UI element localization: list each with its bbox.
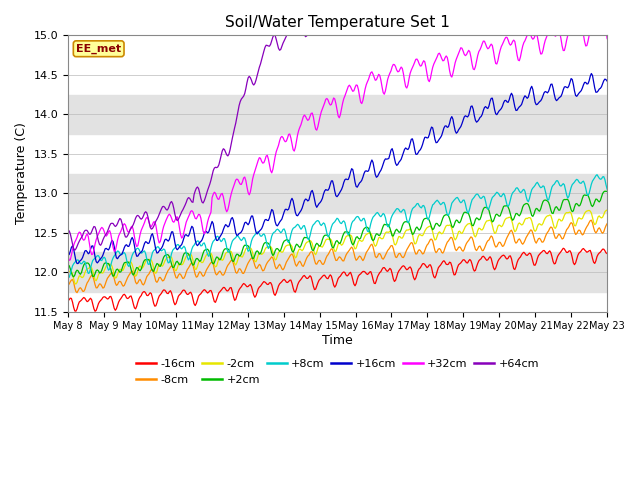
Text: EE_met: EE_met — [76, 44, 121, 54]
Bar — [68, 95, 607, 134]
Legend: -16cm, -8cm, -2cm, +2cm, +8cm, +16cm, +32cm, +64cm: -16cm, -8cm, -2cm, +2cm, +8cm, +16cm, +3… — [131, 355, 544, 389]
Title: Soil/Water Temperature Set 1: Soil/Water Temperature Set 1 — [225, 15, 450, 30]
Y-axis label: Temperature (C): Temperature (C) — [15, 122, 28, 225]
X-axis label: Time: Time — [322, 334, 353, 347]
Bar — [68, 173, 607, 213]
Bar — [68, 252, 607, 292]
